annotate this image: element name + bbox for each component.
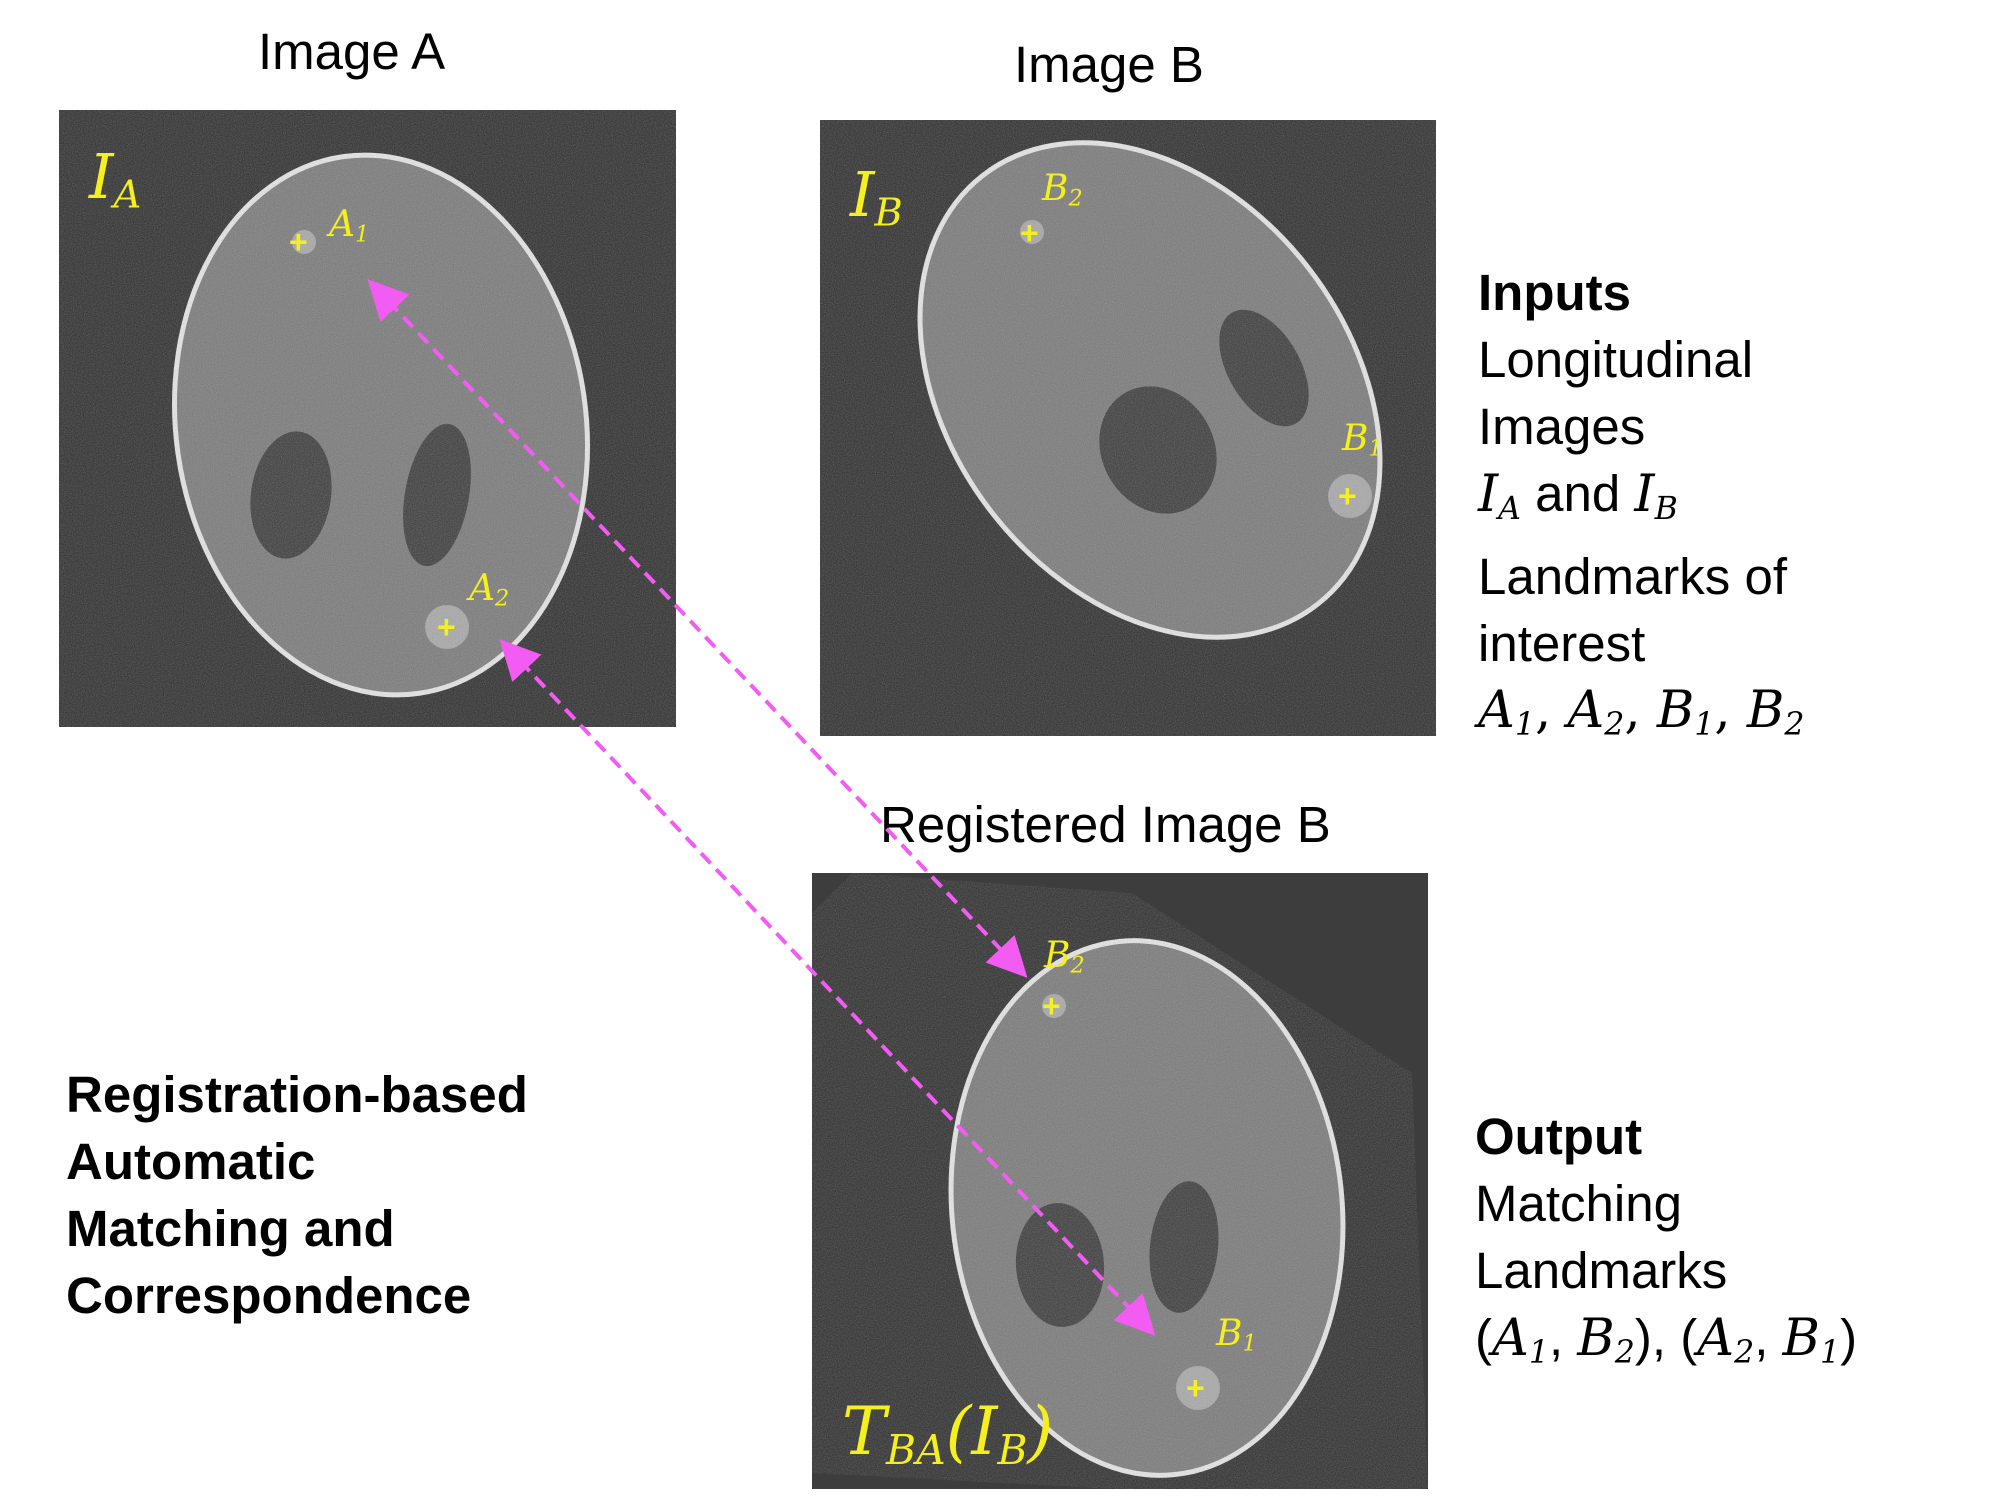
method-line-2: Automatic xyxy=(66,1133,316,1190)
inputs-heading: Inputs xyxy=(1478,264,1631,321)
method-line-3: Matching and xyxy=(66,1200,395,1257)
arrow-a2-b1 xyxy=(499,639,1156,1336)
landmark-b1-registered-marker: + xyxy=(1186,1370,1205,1406)
landmark-b1-marker: + xyxy=(1338,478,1357,514)
landmark-b2-label: B2 xyxy=(1042,168,1083,212)
transform-expression: TBA(IB) xyxy=(842,1393,1054,1475)
landmark-a1-label: A1 xyxy=(329,204,370,248)
output-line-2: Landmarks xyxy=(1475,1242,1728,1299)
landmark-b2-marker: + xyxy=(1020,215,1039,251)
inputs-line-1: Longitudinal xyxy=(1478,331,1754,388)
inputs-line-4: Landmarks of xyxy=(1478,547,1787,605)
output-pairs: (A1, B2), (A2, B1) xyxy=(1475,1309,1858,1371)
landmark-b1-registered-label: B1 xyxy=(1216,1313,1257,1357)
inputs-line-5: interest xyxy=(1478,614,1646,672)
method-line-1: Registration-based xyxy=(66,1066,528,1123)
output-heading: Output xyxy=(1475,1108,1643,1165)
output-description: Output Matching Landmarks (A1, B2), (A2,… xyxy=(1475,1103,1857,1387)
landmark-a1-marker: + xyxy=(289,224,308,260)
method-line-4: Correspondence xyxy=(66,1267,472,1324)
output-line-1: Matching xyxy=(1475,1175,1682,1232)
landmark-b1-label: B1 xyxy=(1342,418,1383,462)
inputs-landmark-list: A1, A2, B1, B2 xyxy=(1478,680,1805,743)
inputs-description: Inputs Longitudinal Images IA and IB Lan… xyxy=(1478,259,1804,759)
image-a-title: Image A xyxy=(258,23,446,80)
inputs-line-3: IA and IB xyxy=(1478,465,1678,527)
image-b-title: Image B xyxy=(1014,36,1204,93)
arrow-a1-b2 xyxy=(367,279,1028,978)
method-description: Registration-based Automatic Matching an… xyxy=(66,1061,528,1329)
image-b-symbol: IB xyxy=(850,158,903,236)
inputs-line-2: Images xyxy=(1478,398,1646,455)
image-a-symbol: IA xyxy=(89,140,142,218)
